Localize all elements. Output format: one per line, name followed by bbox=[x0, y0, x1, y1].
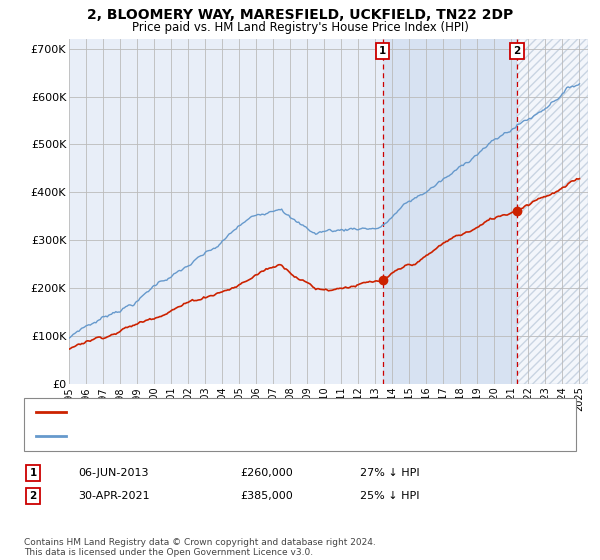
Text: 1: 1 bbox=[29, 468, 37, 478]
Text: £385,000: £385,000 bbox=[240, 491, 293, 501]
Text: £260,000: £260,000 bbox=[240, 468, 293, 478]
Text: 27% ↓ HPI: 27% ↓ HPI bbox=[360, 468, 419, 478]
Bar bbox=[383, 39, 517, 384]
Text: 25% ↓ HPI: 25% ↓ HPI bbox=[360, 491, 419, 501]
Text: 30-APR-2021: 30-APR-2021 bbox=[78, 491, 149, 501]
Text: 2: 2 bbox=[514, 46, 521, 56]
Text: 06-JUN-2013: 06-JUN-2013 bbox=[78, 468, 149, 478]
Text: Contains HM Land Registry data © Crown copyright and database right 2024.
This d: Contains HM Land Registry data © Crown c… bbox=[24, 538, 376, 557]
Text: 2, BLOOMERY WAY, MARESFIELD, UCKFIELD, TN22 2DP (detached house): 2, BLOOMERY WAY, MARESFIELD, UCKFIELD, T… bbox=[72, 408, 450, 418]
Text: HPI: Average price, detached house, Wealden: HPI: Average price, detached house, Weal… bbox=[72, 431, 310, 441]
Text: 1: 1 bbox=[379, 46, 386, 56]
Bar bbox=[517, 39, 588, 384]
Text: 2, BLOOMERY WAY, MARESFIELD, UCKFIELD, TN22 2DP: 2, BLOOMERY WAY, MARESFIELD, UCKFIELD, T… bbox=[87, 8, 513, 22]
Bar bbox=[517, 39, 588, 384]
Text: 2: 2 bbox=[29, 491, 37, 501]
Text: Price paid vs. HM Land Registry's House Price Index (HPI): Price paid vs. HM Land Registry's House … bbox=[131, 21, 469, 34]
